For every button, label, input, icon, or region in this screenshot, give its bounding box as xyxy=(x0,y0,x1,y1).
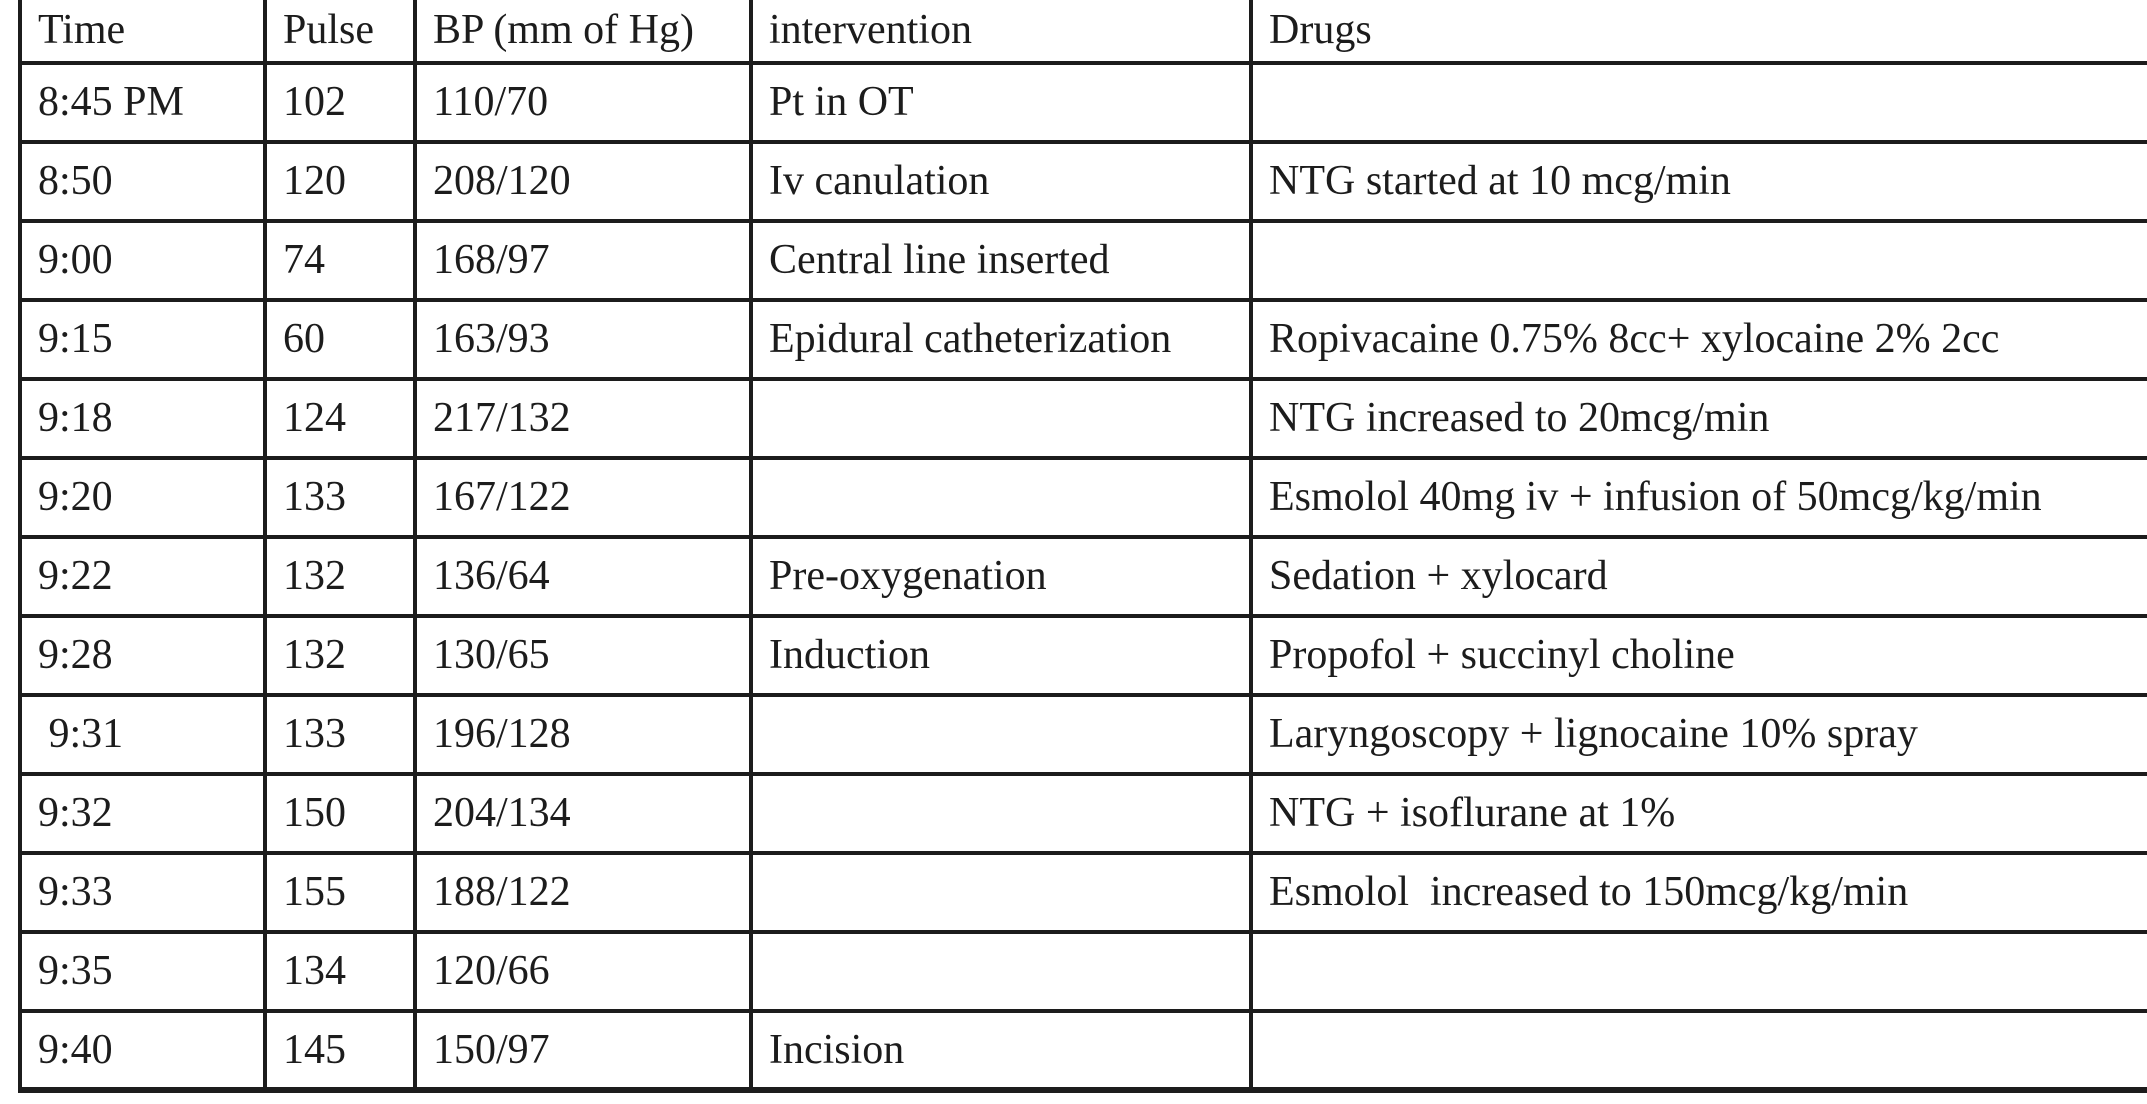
cell-drugs: NTG started at 10 mcg/min xyxy=(1249,140,2147,223)
cell-intervention xyxy=(749,456,1253,539)
cell-intervention xyxy=(749,851,1253,934)
table-row: 9:33 155 188/122 Esmolol increased to 150mc… xyxy=(18,851,2147,934)
cell-time: 8:50 xyxy=(18,140,267,223)
cell-time: 9:31 xyxy=(18,693,267,776)
cell-intervention: Epidural catheterization xyxy=(749,298,1253,381)
vitals-table: Time Pulse BP (mm of Hg) intervention Drugs … xyxy=(18,0,2147,1093)
cell-intervention: Pre-oxygenation xyxy=(749,535,1253,618)
cell-pulse: 150 xyxy=(263,772,417,855)
cell-bp: 188/122 xyxy=(413,851,753,934)
cell-bp: 196/128 xyxy=(413,693,753,776)
cell-drugs xyxy=(1249,930,2147,1013)
table-row: 8:50 120 208/120 Iv canulation NTG started a… xyxy=(18,140,2147,223)
cell-bp: 136/64 xyxy=(413,535,753,618)
cell-bp: 130/65 xyxy=(413,614,753,697)
cell-time: 9:00 xyxy=(18,219,267,302)
cell-intervention xyxy=(749,693,1253,776)
cell-pulse: 133 xyxy=(263,693,417,776)
column-header-bp: BP (mm of Hg) xyxy=(413,0,753,65)
cell-pulse: 134 xyxy=(263,930,417,1013)
cell-intervention xyxy=(749,377,1253,460)
header-row: Time Pulse BP (mm of Hg) intervention Drugs xyxy=(18,0,2147,65)
cell-intervention: Central line inserted xyxy=(749,219,1253,302)
table-row: 9:00 74 168/97 Central line inserted xyxy=(18,219,2147,302)
cell-intervention xyxy=(749,772,1253,855)
table-body: 8:45 PM 102 110/70 Pt in OT 8:50 120 208/120 Iv… xyxy=(18,61,2147,1093)
cell-time: 9:20 xyxy=(18,456,267,539)
cell-pulse: 145 xyxy=(263,1009,417,1093)
table-row: 8:45 PM 102 110/70 Pt in OT xyxy=(18,61,2147,144)
cell-pulse: 74 xyxy=(263,219,417,302)
column-header-pulse: Pulse xyxy=(263,0,417,65)
cell-pulse: 132 xyxy=(263,535,417,618)
cell-intervention: Induction xyxy=(749,614,1253,697)
cell-bp: 168/97 xyxy=(413,219,753,302)
cell-time: 9:22 xyxy=(18,535,267,618)
cell-time: 9:15 xyxy=(18,298,267,381)
cell-time: 9:40 xyxy=(18,1009,267,1093)
table-head: Time Pulse BP (mm of Hg) intervention Drugs xyxy=(18,0,2147,65)
table-row: 9:35 134 120/66 xyxy=(18,930,2147,1013)
table-row: 9:40 145 150/97 Incision xyxy=(18,1009,2147,1093)
cell-drugs: Esmolol 40mg iv + infusion of 50mcg/kg/m… xyxy=(1249,456,2147,539)
table-row: 9:28 132 130/65 Induction Propofol + succiny… xyxy=(18,614,2147,697)
table-row: 9:18 124 217/132 NTG increased to 20mcg/min xyxy=(18,377,2147,460)
cell-bp: 204/134 xyxy=(413,772,753,855)
cell-intervention: Pt in OT xyxy=(749,61,1253,144)
cell-bp: 163/93 xyxy=(413,298,753,381)
column-header-intervention: intervention xyxy=(749,0,1253,65)
table-row: 9:20 133 167/122 Esmolol 40mg iv + infusion… xyxy=(18,456,2147,539)
cell-bp: 208/120 xyxy=(413,140,753,223)
cell-pulse: 155 xyxy=(263,851,417,934)
column-header-time: Time xyxy=(18,0,267,65)
cell-time: 9:18 xyxy=(18,377,267,460)
cell-drugs xyxy=(1249,219,2147,302)
cell-drugs xyxy=(1249,1009,2147,1093)
cell-drugs xyxy=(1249,61,2147,144)
cell-time: 9:32 xyxy=(18,772,267,855)
table-row: 9:31 133 196/128 Laryngoscopy + lignocaine … xyxy=(18,693,2147,776)
cell-drugs: Laryngoscopy + lignocaine 10% spray xyxy=(1249,693,2147,776)
cell-drugs: NTG increased to 20mcg/min xyxy=(1249,377,2147,460)
cell-time: 8:45 PM xyxy=(18,61,267,144)
cell-drugs: Propofol + succinyl choline xyxy=(1249,614,2147,697)
cell-intervention: Incision xyxy=(749,1009,1253,1093)
cell-bp: 120/66 xyxy=(413,930,753,1013)
cell-intervention xyxy=(749,930,1253,1013)
cell-drugs: NTG + isoflurane at 1% xyxy=(1249,772,2147,855)
table-row: 9:32 150 204/134 NTG + isoflurane at 1% xyxy=(18,772,2147,855)
cell-bp: 217/132 xyxy=(413,377,753,460)
cell-drugs: Esmolol increased to 150mcg/kg/min xyxy=(1249,851,2147,934)
cell-time: 9:35 xyxy=(18,930,267,1013)
cell-bp: 167/122 xyxy=(413,456,753,539)
cell-time: 9:28 xyxy=(18,614,267,697)
cell-drugs: Ropivacaine 0.75% 8cc+ xylocaine 2% 2cc xyxy=(1249,298,2147,381)
cell-pulse: 120 xyxy=(263,140,417,223)
cell-bp: 150/97 xyxy=(413,1009,753,1093)
cell-pulse: 124 xyxy=(263,377,417,460)
cell-drugs: Sedation + xylocard xyxy=(1249,535,2147,618)
column-header-drugs: Drugs xyxy=(1249,0,2147,65)
cell-time: 9:33 xyxy=(18,851,267,934)
cell-pulse: 60 xyxy=(263,298,417,381)
cell-pulse: 102 xyxy=(263,61,417,144)
cell-pulse: 132 xyxy=(263,614,417,697)
table-row: 9:15 60 163/93 Epidural catheterization Ropi… xyxy=(18,298,2147,381)
cell-bp: 110/70 xyxy=(413,61,753,144)
cell-intervention: Iv canulation xyxy=(749,140,1253,223)
table-row: 9:22 132 136/64 Pre-oxygenation Sedation + x… xyxy=(18,535,2147,618)
cell-pulse: 133 xyxy=(263,456,417,539)
